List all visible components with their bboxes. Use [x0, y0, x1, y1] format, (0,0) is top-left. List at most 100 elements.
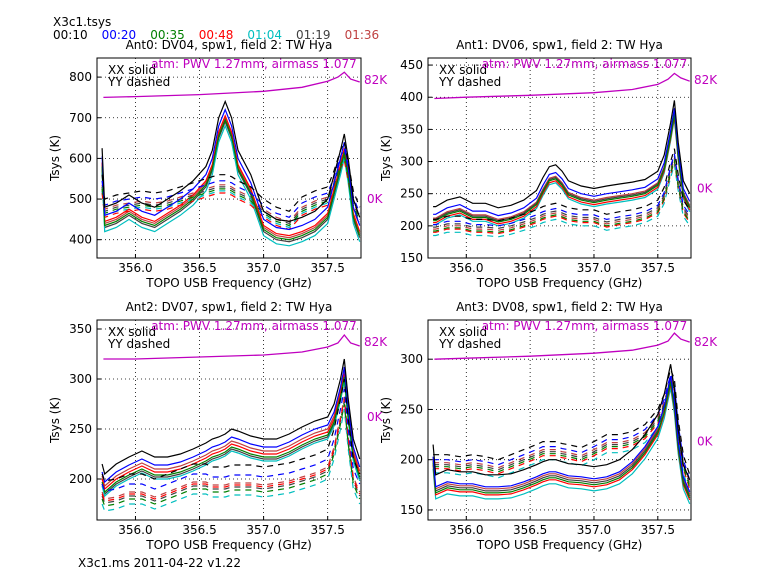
- series-yy-01:04: [101, 408, 361, 512]
- series-xx-00:10: [101, 358, 361, 476]
- panel-3: 356.0 356.5 357.0 357.5 150 200 250 300 Ant3: DV…: [379, 300, 718, 552]
- atm-axis-zero-label: 0K: [697, 182, 714, 196]
- atm-axis-top-label: 82K: [694, 335, 718, 349]
- panel-2: 356.0 356.5 357.0 357.5 200 250 300 350 Ant2: DV…: [48, 300, 388, 552]
- y-tick-label: 350: [400, 122, 423, 136]
- series-xx-00:35: [101, 376, 361, 494]
- axes-frame: [427, 57, 692, 259]
- x-axis-label: TOPO USB Frequency (GHz): [476, 276, 643, 290]
- series-yy-00:20: [101, 146, 361, 218]
- series-xx-00:20: [433, 108, 691, 217]
- y-tick-label: 150: [400, 503, 423, 517]
- axes-frame: [427, 319, 692, 521]
- series-yy-00:35: [433, 379, 691, 487]
- series-xx-00:48: [101, 373, 361, 491]
- x-tick-label: 357.0: [246, 523, 280, 537]
- series-xx-00:35: [101, 118, 361, 241]
- atm-axis-zero-label: 0K: [697, 435, 714, 449]
- series-yy-00:10: [101, 140, 361, 212]
- x-axis-label: TOPO USB Frequency (GHz): [476, 538, 643, 552]
- legend-yy: YY dashed: [438, 75, 501, 89]
- series-xx-00:20: [101, 366, 361, 484]
- panel-title: Ant3: DV08, spw1, field 2: TW Hya: [456, 300, 663, 314]
- panel-0: 356.0 356.5 357.0 357.5 400 500 600 700 800 Ant0:…: [48, 38, 388, 290]
- y-tick-label: 200: [400, 453, 423, 467]
- y-tick-label: 250: [69, 422, 92, 436]
- series-yy-00:10: [433, 367, 691, 475]
- x-tick-label: 357.0: [577, 261, 611, 275]
- atm-axis-zero-label: 0K: [367, 410, 384, 424]
- atm-axis-zero-label: 0K: [367, 192, 384, 206]
- panel-title: Ant0: DV04, spw1, field 2: TW Hya: [126, 38, 333, 52]
- atm-label: atm: PWV 1.27mm, airmass 1.077: [482, 319, 688, 333]
- x-tick-label: 356.0: [449, 261, 483, 275]
- atm-axis-top-label: 82K: [694, 73, 718, 87]
- y-tick-label: 150: [400, 251, 423, 265]
- time-legend-entry: 01:19: [295, 28, 331, 42]
- atm-axis-top-label: 82K: [364, 73, 388, 87]
- series-yy-00:35: [101, 154, 361, 227]
- time-legend-entry: 01:36: [344, 28, 380, 42]
- series-xx-00:20: [432, 376, 691, 493]
- y-axis-label: Tsys (K): [379, 135, 393, 182]
- time-legend: 00:10 00:20 00:35 00:48 01:04 01:19 01:36: [53, 28, 393, 42]
- time-legend-entry: 00:10: [53, 28, 88, 42]
- x-tick-label: 357.5: [310, 523, 344, 537]
- atm-curve: [103, 71, 360, 99]
- x-axis-label: TOPO USB Frequency (GHz): [145, 538, 312, 552]
- x-tick-label: 356.0: [449, 523, 483, 537]
- time-legend-entry: 01:04: [247, 28, 282, 42]
- legend-yy: YY dashed: [107, 337, 170, 351]
- footer-info: X3c1.ms 2011-04-22 v1.22: [78, 556, 242, 570]
- figure-title: X3c1.tsys: [53, 15, 112, 29]
- series-xx-01:04: [101, 124, 361, 247]
- plot-area: [433, 72, 691, 238]
- series-yy-01:19: [101, 400, 361, 504]
- y-tick-label: 700: [69, 111, 92, 125]
- axes-frame: [96, 319, 362, 521]
- x-tick-label: 356.5: [513, 261, 547, 275]
- series-yy-00:10: [433, 148, 691, 222]
- y-tick-label: 300: [69, 372, 92, 386]
- time-legend-entry: 00:35: [150, 28, 185, 42]
- panel-1: 356.0 356.5 357.0 357.5 150 200 250 300 350 400 45…: [379, 38, 718, 290]
- y-axis-label: Tsys (K): [48, 397, 62, 444]
- y-tick-label: 300: [400, 155, 423, 169]
- series-xx-00:10: [101, 99, 361, 223]
- y-tick-label: 400: [69, 233, 92, 247]
- series-yy-00:48: [101, 398, 361, 502]
- atm-curve: [103, 333, 360, 360]
- x-tick-label: 357.5: [310, 261, 344, 275]
- legend-yy: YY dashed: [438, 337, 501, 351]
- legend-xx: XX solid: [439, 325, 487, 339]
- series-xx-00:35: [432, 382, 691, 499]
- atm-curve: [434, 332, 690, 360]
- atm-label: atm: PWV 1.27mm, airmass 1.077: [151, 57, 357, 71]
- y-axis-label: Tsys (K): [48, 135, 62, 182]
- series-xx-00:48: [101, 114, 361, 237]
- x-axis-label: TOPO USB Frequency (GHz): [145, 276, 312, 290]
- x-tick-label: 357.0: [577, 523, 611, 537]
- series-xx-00:20: [101, 107, 361, 231]
- x-tick-label: 356.0: [118, 261, 152, 275]
- series-yy-00:20: [101, 388, 361, 492]
- legend-yy: YY dashed: [107, 75, 170, 89]
- plot-area: [432, 332, 691, 505]
- series-xx-00:35: [433, 114, 691, 223]
- series-yy-00:35: [101, 403, 361, 507]
- legend-xx: XX solid: [108, 63, 156, 77]
- y-tick-label: 250: [400, 402, 423, 416]
- y-tick-label: 500: [69, 192, 92, 206]
- series-yy-01:19: [433, 156, 691, 230]
- plot-area: [101, 333, 361, 512]
- y-axis-label: Tsys (K): [379, 397, 393, 444]
- x-tick-label: 357.5: [641, 523, 675, 537]
- atm-curve: [434, 72, 690, 100]
- y-tick-label: 600: [69, 151, 92, 165]
- series-xx-01:36: [101, 370, 361, 488]
- x-tick-label: 356.5: [182, 523, 216, 537]
- y-tick-label: 200: [69, 472, 92, 486]
- y-tick-label: 450: [400, 58, 423, 72]
- time-legend-entry: 00:48: [198, 28, 234, 42]
- legend-xx: XX solid: [108, 325, 156, 339]
